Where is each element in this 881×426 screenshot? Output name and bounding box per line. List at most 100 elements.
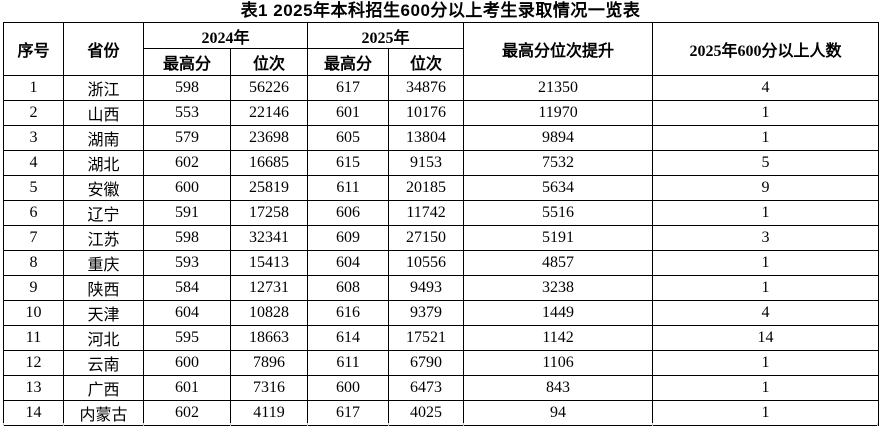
column-line-stub [143,423,144,426]
cell-rank-improvement: 7532 [463,150,654,176]
cell-600-plus-count: 4 [652,300,880,326]
cell-2025-max-score: 609 [307,225,390,251]
cell-2024-rank: 17258 [229,200,309,226]
cell-2024-max-score: 602 [143,400,231,426]
cell-serial: 8 [3,250,64,276]
table-row: 4 湖北 602 16685 615 9153 7532 5 [3,150,880,176]
cell-serial: 6 [3,200,64,226]
cell-2024-rank: 4119 [229,400,309,426]
cell-2025-rank: 6790 [388,350,465,376]
cell-rank-improvement: 4857 [463,250,654,276]
cell-province: 江苏 [63,225,144,251]
cell-rank-improvement: 5516 [463,200,654,226]
cell-province: 重庆 [63,250,144,276]
cell-serial: 7 [3,225,64,251]
cell-600-plus-count: 1 [652,350,880,376]
cell-2024-max-score: 553 [143,100,231,126]
cell-2024-rank: 32341 [229,225,309,251]
table-body: 1 浙江 598 56226 617 34876 21350 4 2 山西 553 22146 601 1… [3,75,880,426]
cell-2025-max-score: 600 [307,375,390,401]
table-row: 7 江苏 598 32341 609 27150 5191 3 [3,225,880,251]
cell-province: 湖南 [63,125,144,151]
column-line-stub [877,423,878,426]
cell-2024-rank: 56226 [229,75,309,101]
cell-2024-rank: 10828 [229,300,309,326]
cell-serial: 14 [3,400,64,426]
cell-province: 辽宁 [63,200,144,226]
cell-2024-max-score: 584 [143,275,231,301]
cell-2025-max-score: 611 [307,350,390,376]
header-rank-2024: 位次 [229,48,309,76]
cell-2025-rank: 27150 [388,225,465,251]
cell-province: 云南 [63,350,144,376]
cell-2024-max-score: 604 [143,300,231,326]
cell-600-plus-count: 4 [652,75,880,101]
header-row-groups: 序号 省份 2024年 2025年 最高分位次提升 2025年600分以上人数 [3,22,880,76]
cell-province: 内蒙古 [63,400,144,426]
cell-2024-rank: 16685 [229,150,309,176]
cell-rank-improvement: 11970 [463,100,654,126]
cell-serial: 4 [3,150,64,176]
admissions-table: 序号 省份 2024年 2025年 最高分位次提升 2025年600分以上人数 … [3,22,880,426]
header-rank-2025: 位次 [388,48,465,76]
column-line-stub [652,423,653,426]
table-row: 1 浙江 598 56226 617 34876 21350 4 [3,75,880,101]
cell-province: 天津 [63,300,144,326]
cell-2025-rank: 10176 [388,100,465,126]
cell-2025-rank: 9493 [388,275,465,301]
cell-2024-rank: 7896 [229,350,309,376]
cell-serial: 3 [3,125,64,151]
cell-2024-rank: 25819 [229,175,309,201]
cell-2025-rank: 13804 [388,125,465,151]
cell-2025-max-score: 615 [307,150,390,176]
cell-rank-improvement: 21350 [463,75,654,101]
table-cutoff-stubs [0,423,881,426]
column-line-stub [463,423,464,426]
table-row: 9 陕西 584 12731 608 9493 3238 1 [3,275,880,301]
cell-2025-rank: 11742 [388,200,465,226]
cell-serial: 12 [3,350,64,376]
header-max-score-2024: 最高分 [143,48,231,76]
cell-province: 安徽 [63,175,144,201]
cell-2024-max-score: 598 [143,225,231,251]
cell-2025-rank: 9153 [388,150,465,176]
header-serial: 序号 [3,22,64,76]
cell-serial: 5 [3,175,64,201]
cell-province: 河北 [63,325,144,351]
table-row: 10 天津 604 10828 616 9379 1449 4 [3,300,880,326]
cell-rank-improvement: 3238 [463,275,654,301]
cell-serial: 1 [3,75,64,101]
table-row: 8 重庆 593 15413 604 10556 4857 1 [3,250,880,276]
cell-2025-max-score: 614 [307,325,390,351]
cell-province: 湖北 [63,150,144,176]
cell-2024-rank: 22146 [229,100,309,126]
cell-2024-max-score: 591 [143,200,231,226]
cell-2024-rank: 12731 [229,275,309,301]
column-line-stub [63,423,64,426]
cell-2025-max-score: 605 [307,125,390,151]
cell-2024-max-score: 600 [143,350,231,376]
cell-2025-rank: 4025 [388,400,465,426]
cell-2025-rank: 17521 [388,325,465,351]
cell-serial: 13 [3,375,64,401]
cell-2024-rank: 7316 [229,375,309,401]
cell-2024-max-score: 602 [143,150,231,176]
column-line-stub [230,423,231,426]
table-row: 12 云南 600 7896 611 6790 1106 1 [3,350,880,376]
cell-province: 浙江 [63,75,144,101]
cell-600-plus-count: 1 [652,275,880,301]
cell-2024-rank: 23698 [229,125,309,151]
table-row: 5 安徽 600 25819 611 20185 5634 9 [3,175,880,201]
cell-2024-max-score: 601 [143,375,231,401]
table-row: 14 内蒙古 602 4119 617 4025 94 1 [3,400,880,426]
table-row: 3 湖南 579 23698 605 13804 9894 1 [3,125,880,151]
cell-2024-rank: 15413 [229,250,309,276]
cell-2024-rank: 18663 [229,325,309,351]
cell-serial: 11 [3,325,64,351]
cell-600-plus-count: 1 [652,250,880,276]
cell-2025-max-score: 611 [307,175,390,201]
cell-2024-max-score: 595 [143,325,231,351]
cell-600-plus-count: 3 [652,225,880,251]
header-province: 省份 [63,22,144,76]
cell-rank-improvement: 5634 [463,175,654,201]
